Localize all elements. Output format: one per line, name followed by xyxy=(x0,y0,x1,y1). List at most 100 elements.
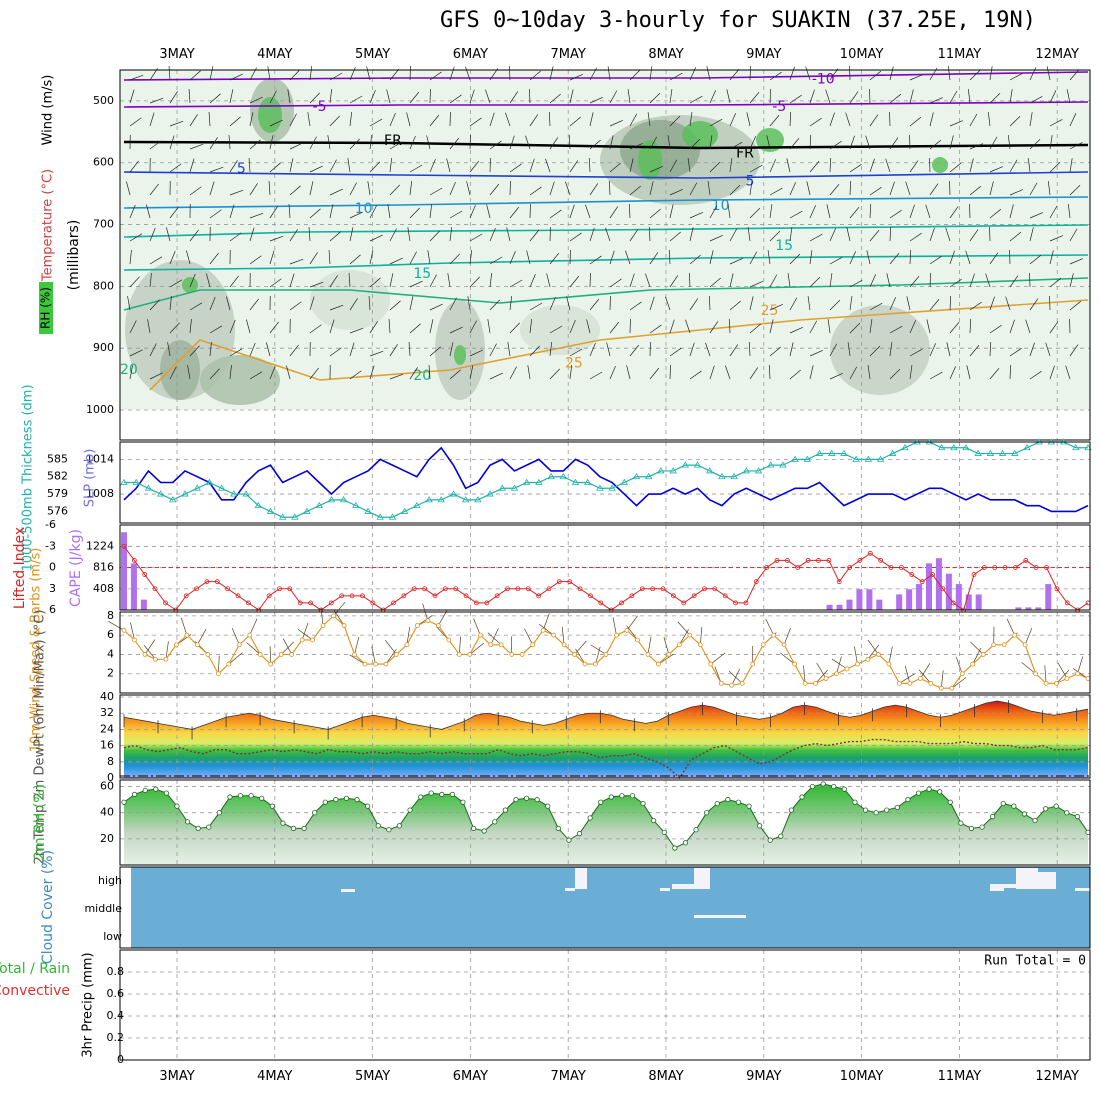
rh-point xyxy=(290,825,297,831)
wind-barb xyxy=(189,70,201,81)
wind-barb xyxy=(549,66,554,81)
wind-barb xyxy=(769,303,783,311)
thickness-point xyxy=(876,455,885,462)
wind-barb xyxy=(769,115,780,127)
wind-barb xyxy=(1029,182,1038,196)
wind-barb xyxy=(609,250,615,265)
wind-barb xyxy=(969,229,979,242)
wind-barb xyxy=(527,365,531,380)
thickness-point xyxy=(693,461,702,468)
wind-barb xyxy=(805,66,811,81)
wind-speed-point xyxy=(373,661,378,667)
wind-barb xyxy=(388,319,391,334)
rh-point xyxy=(968,825,975,831)
wind-barb xyxy=(269,250,275,265)
wind-barb xyxy=(429,114,440,127)
wind-barb xyxy=(909,232,922,242)
wind-barb xyxy=(987,112,991,127)
wind-barb xyxy=(529,229,540,242)
wind-barb xyxy=(466,181,471,196)
wind-barb xyxy=(289,142,303,150)
wind-speed-point xyxy=(121,627,127,633)
thickness-point xyxy=(828,449,836,456)
contour-label: FR xyxy=(736,145,754,161)
lifted-index-tick: 0 xyxy=(49,561,56,574)
wind-speed-point xyxy=(635,637,640,643)
rh-point xyxy=(979,824,985,830)
wind-speed-point xyxy=(1085,676,1091,681)
cloud-clear-gap xyxy=(672,884,694,889)
wind-speed-point xyxy=(1001,642,1007,648)
wind-barb xyxy=(366,66,371,81)
cape-tick: 816 xyxy=(93,561,114,574)
wind-barb xyxy=(549,325,563,334)
wind-barb xyxy=(949,206,959,219)
wind-barb xyxy=(329,204,334,219)
wind-barb xyxy=(949,322,960,334)
wind-barb xyxy=(969,70,981,81)
wind-barb xyxy=(929,97,944,104)
wind-barb xyxy=(1049,135,1053,150)
wind-barb xyxy=(749,280,763,288)
wind-barb xyxy=(689,138,701,150)
rh-point xyxy=(725,797,731,803)
thickness-point xyxy=(718,472,726,480)
rh-contour-area xyxy=(125,260,235,400)
wind-barb xyxy=(1069,344,1079,357)
wind-barb xyxy=(669,72,683,81)
wind-barb xyxy=(1049,162,1061,173)
thickness-point xyxy=(132,478,140,485)
wind-barb xyxy=(509,296,513,311)
wind-barb xyxy=(347,158,351,173)
lifted-index-point xyxy=(432,593,438,599)
cape-bar xyxy=(925,563,932,610)
thickness-point xyxy=(998,449,1007,456)
wind-barb xyxy=(449,227,453,242)
wind-barb-10m xyxy=(143,645,156,660)
wind-barb xyxy=(629,301,642,311)
rh-point xyxy=(513,797,519,803)
wind-barb xyxy=(189,114,198,127)
wind-speed-point xyxy=(404,642,410,648)
wind-barb xyxy=(829,140,842,150)
rh-point xyxy=(778,833,784,839)
wind-barb xyxy=(929,343,937,357)
wind-barb xyxy=(229,160,238,173)
wind-barb-10m xyxy=(217,655,220,674)
lifted-index-point xyxy=(847,565,852,570)
wind-barb xyxy=(469,233,483,242)
wind-barb xyxy=(369,350,384,357)
date-label-bottom: 4MAY xyxy=(257,1069,292,1084)
wind-barb xyxy=(749,323,761,334)
wind-barb xyxy=(649,324,662,334)
wind-barb xyxy=(206,273,211,288)
wind-barb xyxy=(229,73,243,81)
wind-barb xyxy=(789,94,802,104)
wind-barb xyxy=(749,92,760,104)
wind-barb xyxy=(748,342,751,357)
wind-barb xyxy=(529,158,535,173)
date-label-bottom: 6MAY xyxy=(453,1069,488,1084)
wind-barb xyxy=(609,278,622,288)
date-label-bottom: 7MAY xyxy=(551,1069,586,1084)
wind-speed-point xyxy=(708,661,714,667)
lifted-index-point xyxy=(1044,565,1049,570)
wind-barb-10m xyxy=(108,621,125,631)
lifted-index-point xyxy=(753,579,759,585)
contour-label: -5 xyxy=(313,99,327,115)
wind-barb xyxy=(149,183,159,196)
wind-barb xyxy=(147,319,151,334)
wind-barb xyxy=(129,117,142,127)
rh-point xyxy=(947,799,953,805)
rh-point xyxy=(206,824,212,830)
rh-point xyxy=(502,807,508,813)
contour-label: FR xyxy=(384,133,402,149)
temp2m-panel: 0 8 16 24 32 40 xyxy=(100,690,1091,784)
wind-barb xyxy=(509,135,515,150)
thickness-point xyxy=(937,444,946,451)
lifted-index-point xyxy=(245,600,251,606)
date-label-bottom: 5MAY xyxy=(355,1069,390,1084)
wind-barb xyxy=(1029,139,1041,150)
wind-barb xyxy=(367,181,371,196)
thickness-point xyxy=(889,449,897,456)
